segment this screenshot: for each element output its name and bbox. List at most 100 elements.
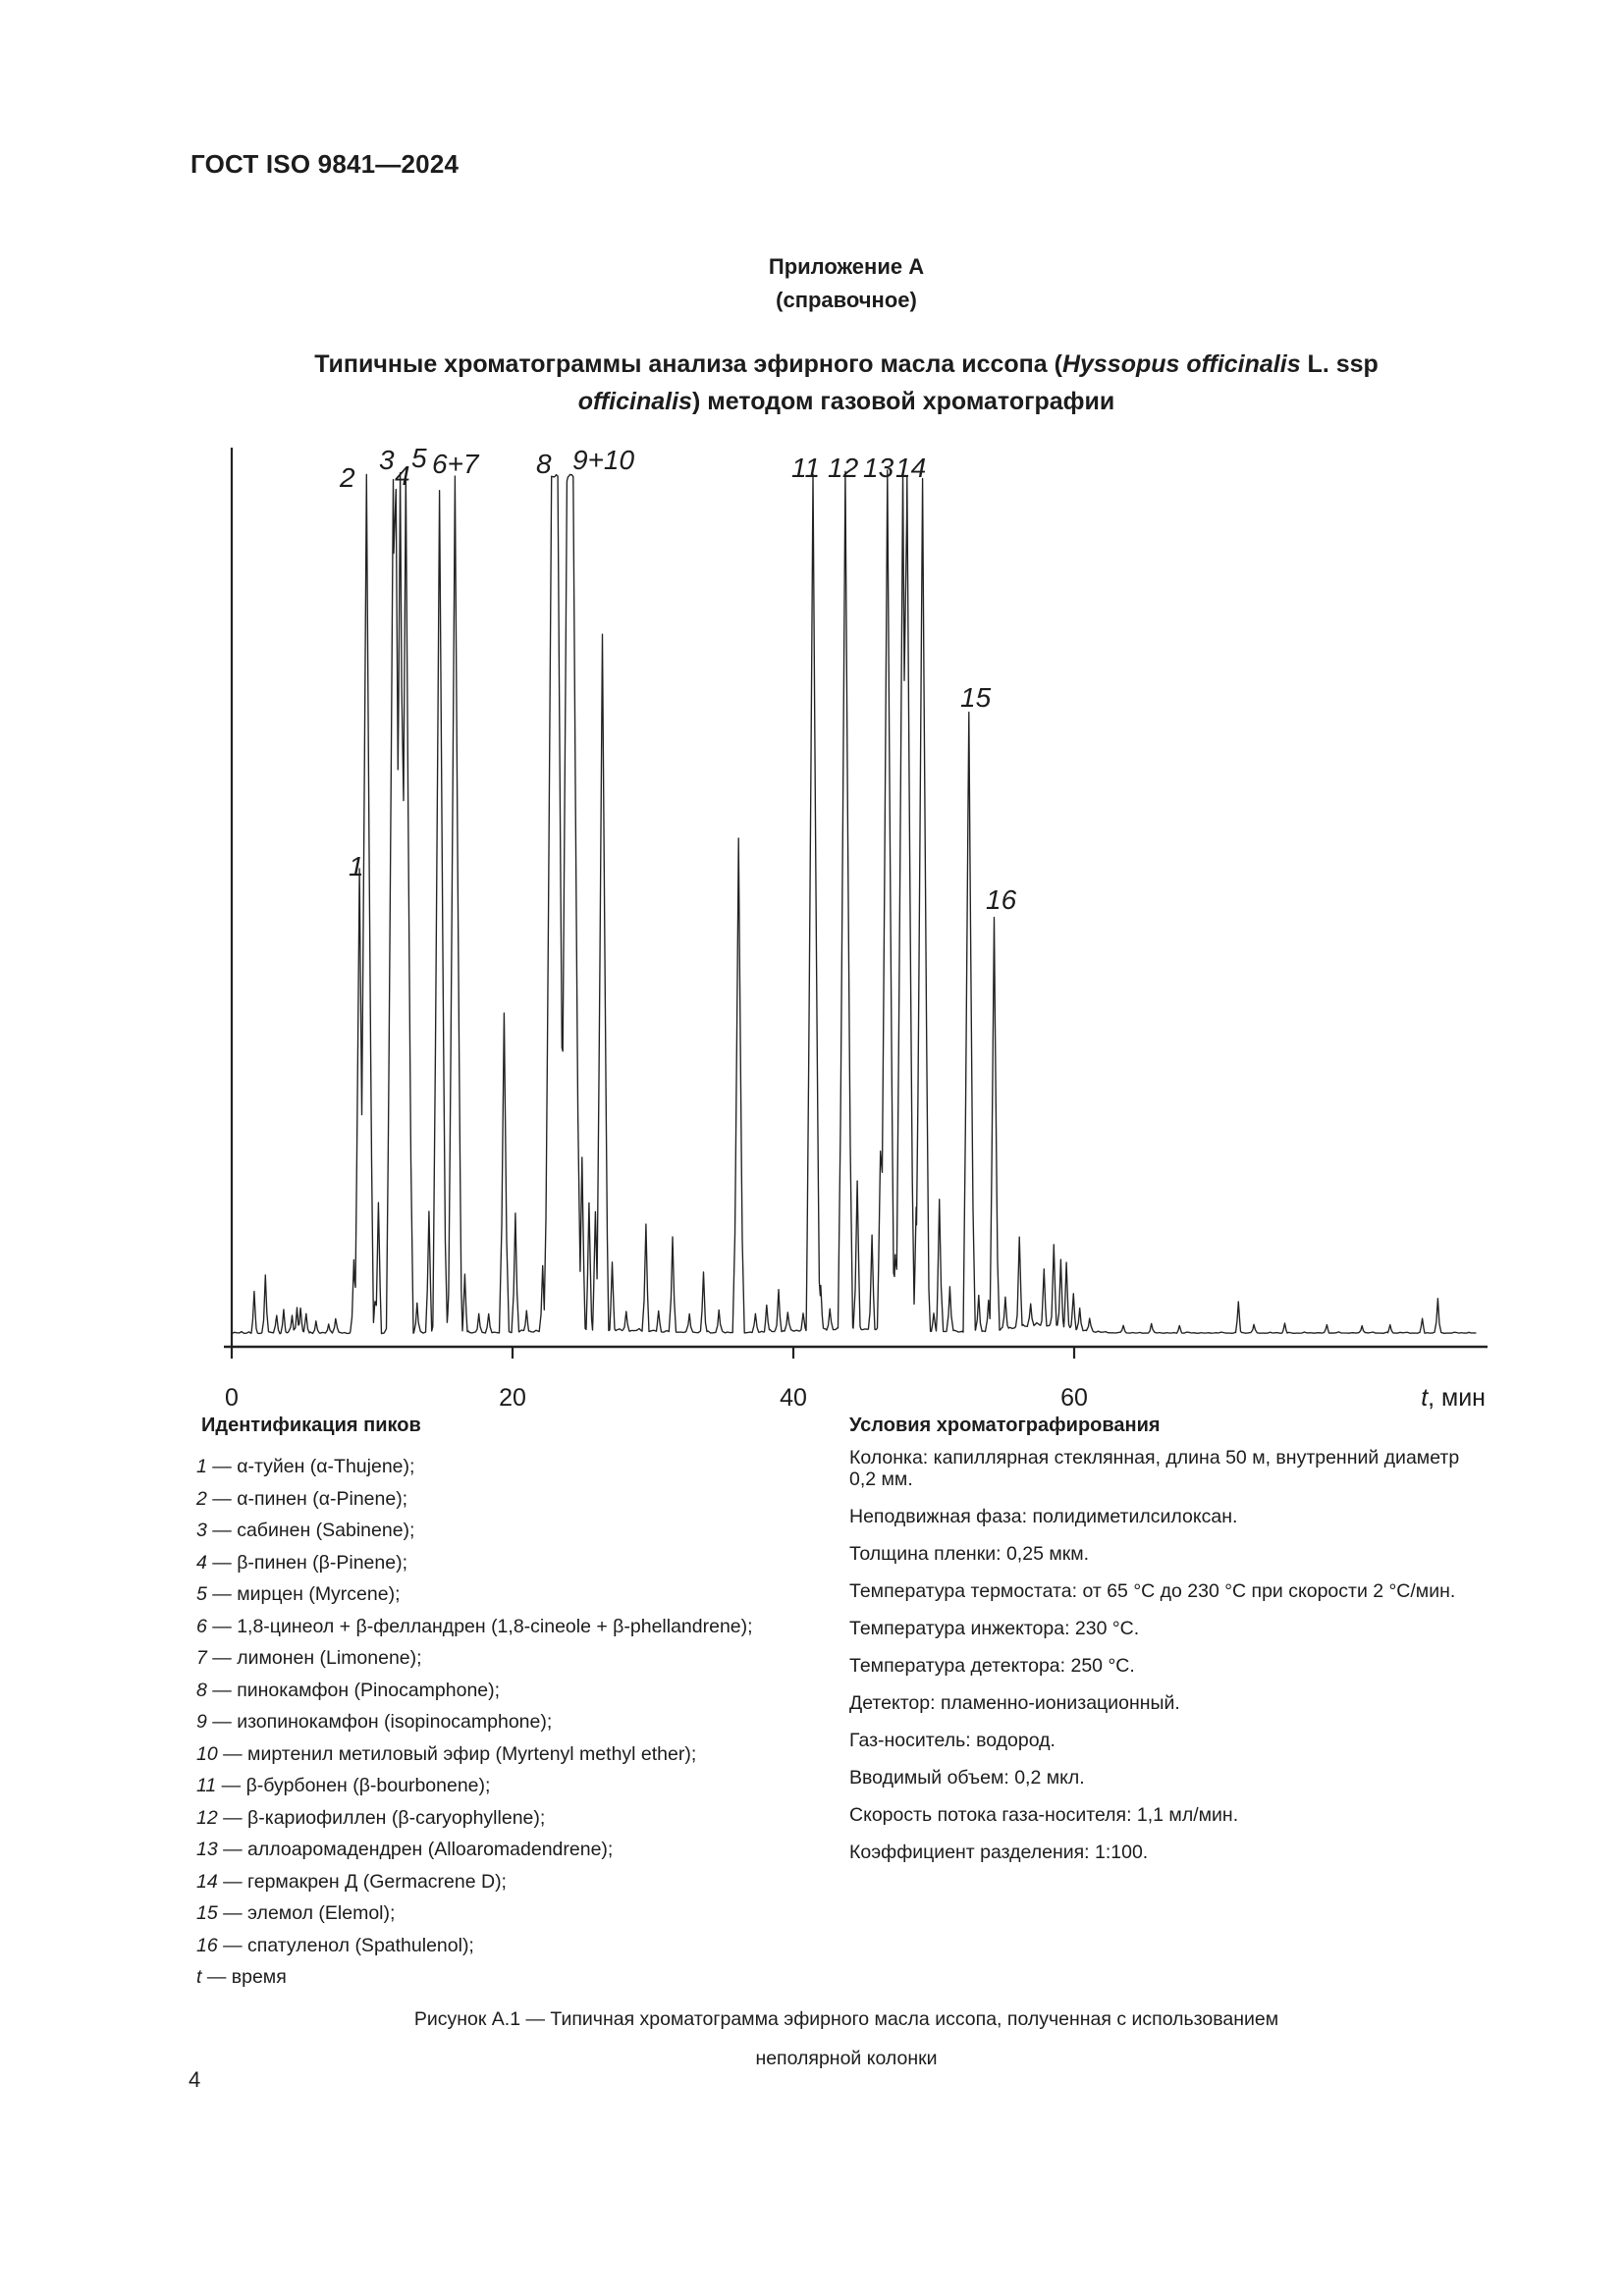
appendix-heading: Приложение А — [768, 254, 925, 279]
figure-caption-line2: неполярной колонки — [755, 2048, 938, 2069]
peak-list-item-13: 13 — аллоаромадендрен (Alloaromadendrene… — [196, 1839, 613, 1861]
condition-item-1: Колонка: капиллярная стеклянная, длина 5… — [849, 1447, 1460, 1490]
figure-caption-line1: Рисунок А.1 — Типичная хроматограмма эфи… — [413, 2008, 1279, 2030]
peak-list-item-number: 15 — [196, 1902, 218, 1924]
peak-identification-heading: Идентификация пиков — [201, 1415, 421, 1436]
peak-list-item-number: 9 — [196, 1711, 207, 1733]
peak-list-item-number: 12 — [196, 1806, 218, 1829]
peak-label-1: 1 — [349, 851, 364, 881]
peak-list-item-number: 2 — [196, 1487, 207, 1510]
peak-list-item-3: 3 — сабинен (Sabinene); — [196, 1520, 414, 1542]
condition-item-7: Детектор: пламенно-ионизационный. — [849, 1692, 1180, 1714]
peak-list-item-5: 5 — мирцен (Myrcene); — [196, 1583, 401, 1606]
peak-list-item-text: — аллоаромадендрен (Alloaromadendrene); — [217, 1839, 614, 1860]
peak-list-item-8: 8 — пинокамфон (Pinocamphone); — [196, 1680, 500, 1702]
condition-item-10: Скорость потока газа-носителя: 1,1 мл/ми… — [849, 1804, 1239, 1826]
peak-label-13: 13 — [863, 453, 894, 483]
peak-list-item-number: 8 — [196, 1679, 207, 1701]
x-tick-label-60: 60 — [1060, 1384, 1088, 1412]
peak-list-item-text: — изопинокамфон (isopinocamphone); — [206, 1711, 553, 1733]
peak-list-item-number: t — [196, 1966, 202, 1988]
figure-title-line2: officinalis) методом газовой хроматограф… — [69, 388, 1624, 416]
peak-list-item-2: 2 — α-пинен (α-Pinene); — [196, 1488, 407, 1511]
peak-label-4: 4 — [395, 460, 410, 491]
peak-label-16: 16 — [986, 884, 1017, 915]
peak-list-item-text: — β-кариофиллен (β-caryophyllene); — [217, 1806, 546, 1829]
peak-list-item-t: t — время — [196, 1966, 287, 1989]
peak-list-item-text: — α-пинен (α-Pinene); — [206, 1487, 408, 1510]
x-tick-label-0: 0 — [225, 1384, 239, 1412]
peak-list-item-1: 1 — α-туйен (α-Thujene); — [196, 1456, 414, 1478]
page-number: 4 — [189, 2067, 201, 2092]
peak-list-item-text: — мирцен (Myrcene); — [206, 1583, 401, 1605]
peak-list-item-text: — элемол (Elemol); — [217, 1902, 396, 1924]
peak-list-item-12: 12 — β-кариофиллен (β-caryophyllene); — [196, 1807, 545, 1830]
peak-list-item-number: 14 — [196, 1870, 218, 1893]
title-pre: Типичные хроматограммы анализа эфирного … — [314, 350, 1062, 378]
peak-list-item-9: 9 — изопинокамфон (isopinocamphone); — [196, 1711, 552, 1734]
document-code-header: ГОСТ ISO 9841—2024 — [190, 149, 460, 179]
x-tick-label-20: 20 — [499, 1384, 526, 1412]
peak-list-item-text: — β-пинен (β-Pinene); — [206, 1551, 407, 1574]
peak-list-item-6: 6 — 1,8-цинеол + β-фелландрен (1,8-cineo… — [196, 1616, 753, 1638]
peak-label-12: 12 — [828, 453, 859, 483]
title2-latin-italic: officinalis — [577, 388, 692, 415]
condition-item-2: Неподвижная фаза: полидиметилсилоксан. — [849, 1506, 1238, 1527]
appendix-subheading: (справочное) — [776, 288, 917, 312]
condition-item-3: Толщина пленки: 0,25 мкм. — [849, 1543, 1090, 1565]
peak-label-6+7: 6+7 — [432, 449, 480, 479]
condition-item-6: Температура детектора: 250 °С. — [849, 1655, 1135, 1677]
peak-list-item-number: 16 — [196, 1934, 218, 1956]
peak-label-2: 2 — [339, 462, 355, 493]
x-axis-unit-label: t, мин — [1421, 1384, 1486, 1412]
condition-item-11: Коэффициент разделения: 1:100. — [849, 1842, 1149, 1863]
peak-list-item-number: 6 — [196, 1615, 207, 1637]
peak-list-item-text: — лимонен (Limonene); — [206, 1647, 422, 1669]
peak-list-item-11: 11 — β-бурбонен (β-bourbonene); — [196, 1775, 490, 1797]
peak-list-item-14: 14 — гермакрен Д (Germacrene D); — [196, 1871, 507, 1894]
peak-list-item-text: — сабинен (Sabinene); — [206, 1520, 415, 1541]
peak-list-item-text: — время — [201, 1966, 287, 1988]
condition-item-5: Температура инжектора: 230 °С. — [849, 1618, 1140, 1639]
peak-list-item-number: 4 — [196, 1551, 207, 1574]
peak-list-item-text: — β-бурбонен (β-bourbonene); — [216, 1775, 491, 1796]
peak-list-item-number: 7 — [196, 1647, 207, 1669]
condition-item-8: Газ-носитель: водород. — [849, 1730, 1056, 1751]
chromatography-conditions-heading: Условия хроматографирования — [849, 1415, 1161, 1436]
peak-list-item-number: 1 — [196, 1456, 207, 1477]
peak-list-item-15: 15 — элемол (Elemol); — [196, 1902, 395, 1925]
x-tick-label-40: 40 — [780, 1384, 807, 1412]
peak-list-item-number: 10 — [196, 1742, 218, 1765]
peak-list-item-number: 3 — [196, 1520, 207, 1541]
peak-label-8: 8 — [536, 449, 552, 479]
peak-list-item-16: 16 — спатуленол (Spathulenol); — [196, 1935, 474, 1957]
figure-title-line1: Типичные хроматограммы анализа эфирного … — [69, 350, 1624, 379]
peak-list-item-text: — гермакрен Д (Germacrene D); — [217, 1870, 507, 1893]
peak-list-item-10: 10 — миртенил метиловый эфир (Myrtenyl m… — [196, 1743, 696, 1766]
peak-label-9+10: 9+10 — [572, 445, 634, 475]
peak-list-item-text: — пинокамфон (Pinocamphone); — [206, 1679, 501, 1701]
peak-list-item-text: — α-туйен (α-Thujene); — [206, 1456, 415, 1477]
condition-item-4: Температура термостата: от 65 °С до 230 … — [849, 1580, 1456, 1602]
peak-label-11: 11 — [791, 453, 820, 483]
peak-label-3: 3 — [379, 445, 395, 475]
condition-item-9: Вводимый объем: 0,2 мкл. — [849, 1767, 1085, 1789]
title-latin-italic: Hyssopus officinalis — [1061, 350, 1301, 378]
peak-list-item-4: 4 — β-пинен (β-Pinene); — [196, 1552, 407, 1575]
peak-label-5: 5 — [411, 443, 427, 473]
peak-list-item-text: — миртенил метиловый эфир (Myrtenyl meth… — [217, 1742, 697, 1765]
peak-list-item-text: — спатуленол (Spathulenol); — [217, 1934, 474, 1956]
peak-list-item-text: — 1,8-цинеол + β-фелландрен (1,8-cineole… — [206, 1615, 753, 1637]
title-post: L. ssp — [1300, 350, 1379, 378]
peak-list-item-number: 5 — [196, 1583, 207, 1605]
title2-post: ) методом газовой хроматографии — [691, 388, 1115, 415]
chromatogram-trace — [231, 469, 1477, 1335]
peak-list-item-number: 13 — [196, 1839, 218, 1860]
peak-label-14: 14 — [895, 453, 926, 483]
peak-list-item-number: 11 — [196, 1775, 217, 1796]
peak-list-item-7: 7 — лимонен (Limonene); — [196, 1647, 422, 1670]
chromatography-conditions-list: Колонка: капиллярная стеклянная, длина 5… — [849, 1447, 1489, 1879]
peak-label-15: 15 — [960, 682, 992, 713]
